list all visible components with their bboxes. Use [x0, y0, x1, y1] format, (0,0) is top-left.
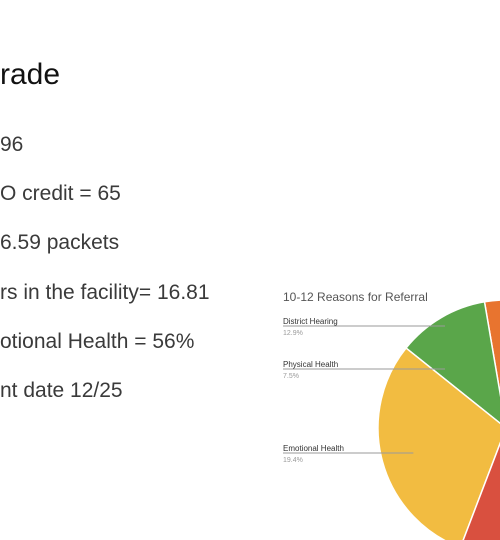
pie-slice-3: [462, 441, 500, 540]
bullet-4: rs in the facility= 16.81: [0, 281, 210, 304]
slice-pct-0: 12.9%: [283, 330, 303, 337]
bullet-2: O credit = 65: [0, 182, 121, 205]
bullet-6: nt date 12/25: [0, 379, 123, 402]
bullet-1: 96: [0, 133, 24, 156]
slice-label-1: Physical Health: [283, 360, 338, 369]
bullet-5: otional Health = 56%: [0, 330, 195, 353]
pie-slice-1: [405, 300, 500, 425]
slice-pct-2: 19.4%: [283, 457, 303, 464]
slide-title: rade: [0, 58, 61, 91]
slice-pct-1: 7.5%: [283, 373, 299, 380]
pie-slice-2: [377, 346, 500, 540]
chart-title: 10-12 Reasons for Referral: [283, 290, 428, 304]
slice-label-0: District Hearing: [283, 317, 338, 326]
bullet-3: 6.59 packets: [0, 231, 120, 254]
slice-label-2: Emotional Health: [283, 444, 344, 453]
